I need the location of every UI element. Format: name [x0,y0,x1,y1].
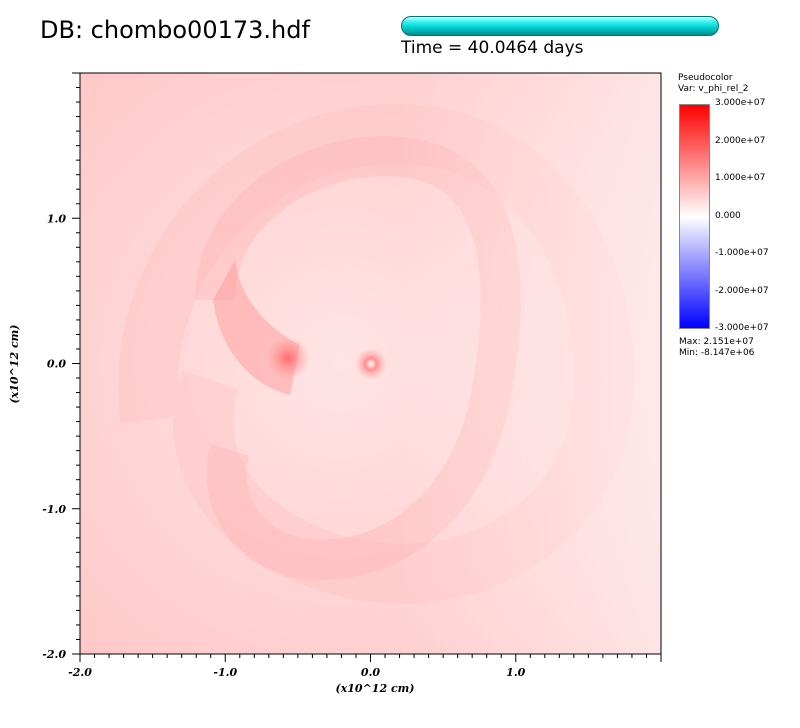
heatmap-field [80,73,661,654]
x-tick-label: -2.0 [68,666,92,679]
color-bar-tick-label: 1.000e+07 [715,173,766,183]
max-label: Max: 2.151e+07 [679,337,754,347]
color-bar [679,104,710,329]
y-axis-title: (x10^12 cm) [8,325,21,404]
x-axis-title: (x10^12 cm) [336,682,415,695]
color-bar-tick-label: 0.000 [715,210,741,221]
primary-core [355,348,387,380]
legend-title: Pseudocolor [678,73,733,83]
y-tick-label: 1.0 [47,212,66,225]
legend-variable: Var: v_phi_rel_2 [678,84,749,94]
database-title: DB: chombo00173.hdf [40,16,310,44]
companion-core [266,336,310,380]
x-tick-label: 1.0 [506,666,525,679]
y-axis-ticks: -2.0 -1.0 0.0 1.0 [42,72,80,661]
x-tick-label: 0.0 [361,666,380,679]
time-label: Time = 40.0464 days [401,38,584,58]
x-axis-ticks: -2.0 -1.0 0.0 1.0 [68,654,662,679]
x-tick-label: -1.0 [213,666,237,679]
time-slider-bar[interactable] [401,16,719,36]
color-bar-tick-label: 3.000e+07 [715,98,766,108]
y-tick-label: -1.0 [42,503,66,516]
legend: Pseudocolor Var: v_phi_rel_2 [678,73,798,95]
color-bar-tick-label: -3.000e+07 [715,323,769,333]
y-tick-label: -2.0 [42,648,66,661]
color-bar-tick-label: 2.000e+07 [715,135,766,146]
min-label: Min: -8.147e+06 [679,348,755,358]
color-bar-tick-label: -2.000e+07 [715,285,769,296]
color-bar-tick-label: -1.000e+07 [715,248,769,258]
y-tick-label: 0.0 [47,358,66,371]
data-range: Max: 2.151e+07 Min: -8.147e+06 [679,337,754,359]
